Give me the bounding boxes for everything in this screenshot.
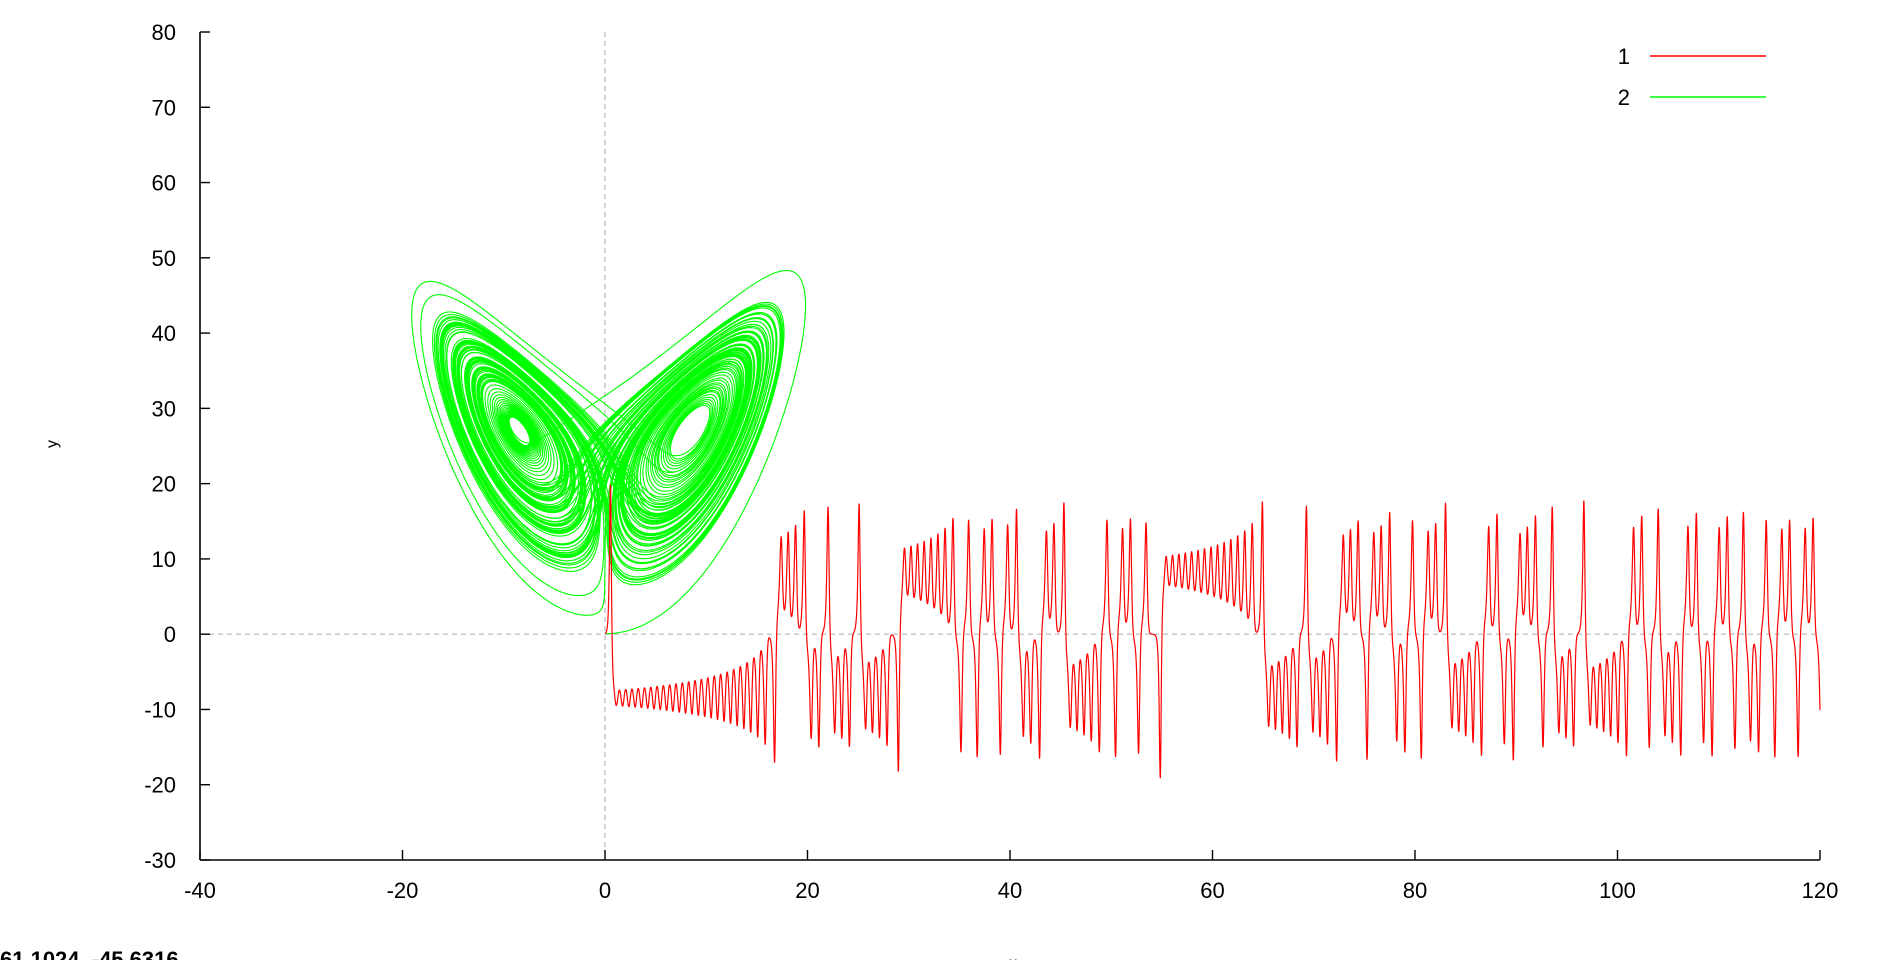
y-axis-label: y [44, 440, 61, 448]
x-tick-label: -20 [387, 878, 419, 903]
y-tick-label: -30 [144, 848, 176, 873]
cursor-coordinate-readout: 61.1024, -45.6316 [0, 949, 179, 960]
y-tick-label: 80 [152, 20, 176, 45]
x-tick-label: 80 [1403, 878, 1427, 903]
legend: 1 2 [1618, 44, 1766, 110]
y-tick-label: 10 [152, 547, 176, 572]
legend-label-series-2: 2 [1618, 85, 1630, 110]
y-tick-label: -20 [144, 773, 176, 798]
x-tick-label: 40 [998, 878, 1022, 903]
y-tick-label: 20 [152, 472, 176, 497]
y-tick-label: 70 [152, 95, 176, 120]
y-tick-label: 0 [164, 622, 176, 647]
y-tick-label: 60 [152, 171, 176, 196]
x-tick-labels: -40 -20 0 20 40 60 80 100 120 [184, 878, 1838, 903]
legend-label-series-1: 1 [1618, 44, 1630, 69]
y-tick-label: 50 [152, 246, 176, 271]
x-tick-label: 120 [1802, 878, 1839, 903]
x-tick-label: 60 [1200, 878, 1224, 903]
x-tick-label: -40 [184, 878, 216, 903]
x-tick-label: 100 [1599, 878, 1636, 903]
y-tick-label: 30 [152, 396, 176, 421]
series-1-line [605, 485, 1820, 778]
x-axis-label: x [1009, 955, 1017, 960]
x-tick-label: 0 [599, 878, 611, 903]
y-tick-labels: -30 -20 -10 0 10 20 30 40 50 60 70 80 [144, 20, 176, 873]
series-1-trace [605, 485, 1820, 778]
y-tick-label: -10 [144, 697, 176, 722]
y-tick-label: 40 [152, 321, 176, 346]
x-tick-label: 20 [795, 878, 819, 903]
